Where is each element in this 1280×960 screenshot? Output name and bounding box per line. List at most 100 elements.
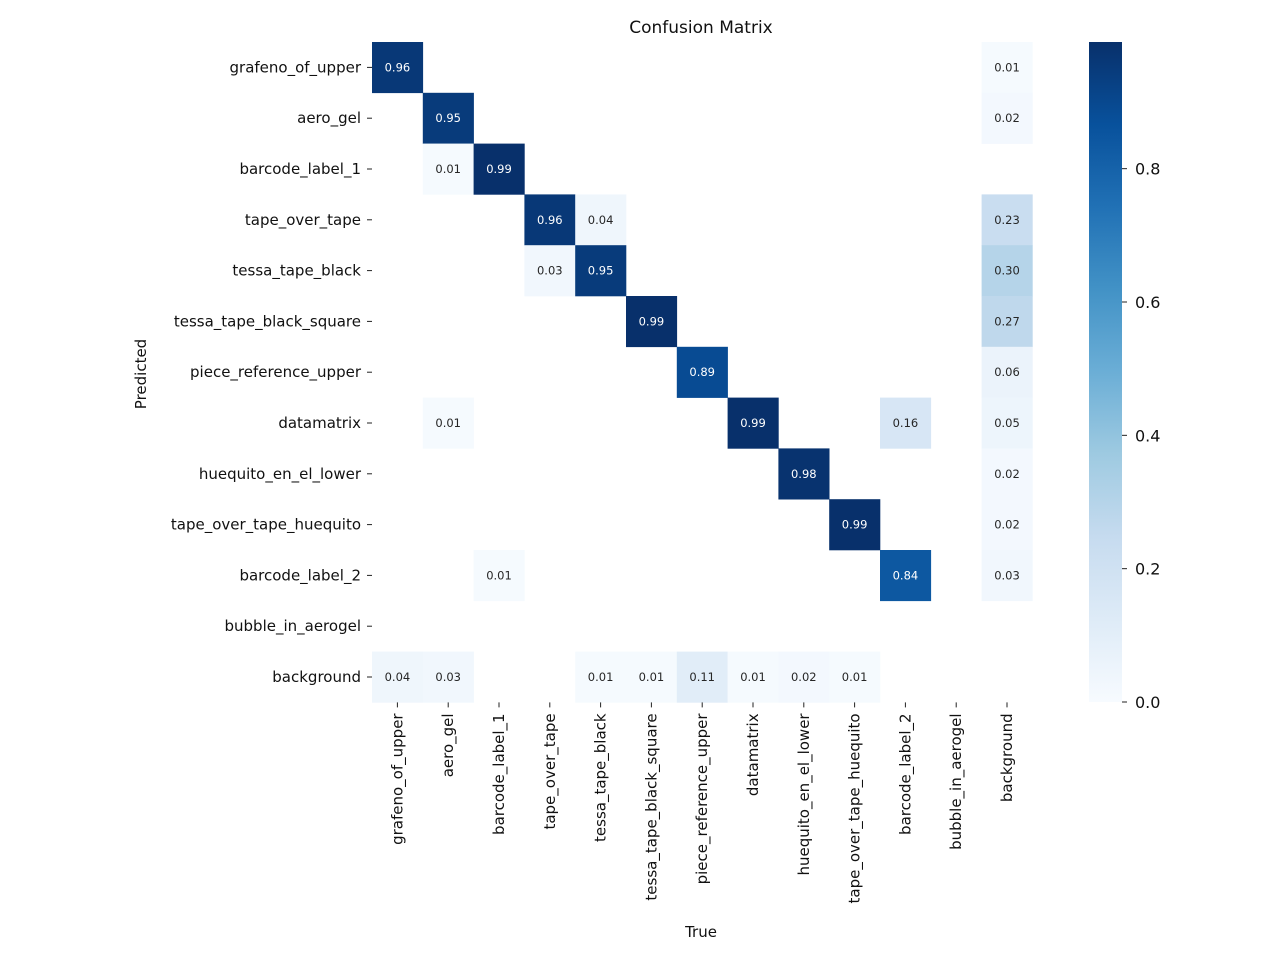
x-tick-label: barcode_label_1 <box>490 713 509 835</box>
heatmap-cell <box>422 143 474 195</box>
heatmap-cell <box>981 92 1033 144</box>
heatmap-cell <box>575 245 627 297</box>
heatmap-cell <box>422 397 474 449</box>
cell-value-label: 0.98 <box>791 467 817 481</box>
cell-value-label: 0.03 <box>537 264 563 278</box>
cell-value-label: 0.02 <box>994 467 1020 481</box>
y-tick-label: barcode_label_2 <box>239 566 361 585</box>
heatmap-cell <box>981 499 1033 551</box>
cell-value-label: 0.02 <box>994 111 1020 125</box>
x-axis-label: True <box>684 923 717 941</box>
cell-value-label: 0.01 <box>486 568 512 582</box>
heatmap-cell <box>778 448 830 500</box>
heatmap-cell <box>880 550 932 602</box>
chart-title: Confusion Matrix <box>629 18 773 38</box>
colorbar-tick-label: 0.8 <box>1135 160 1160 179</box>
heatmap-cell <box>372 651 424 703</box>
x-tick-label: datamatrix <box>744 713 762 796</box>
heatmap-cell <box>473 550 525 602</box>
cell-value-label: 0.02 <box>791 670 817 684</box>
y-tick-label: tessa_tape_black <box>232 262 361 281</box>
x-tick-label: tessa_tape_black_square <box>642 713 661 900</box>
colorbar-tick-label: 0.4 <box>1135 426 1160 445</box>
cell-value-label: 0.03 <box>435 670 461 684</box>
cell-value-label: 0.27 <box>994 314 1020 328</box>
heatmap-cell <box>626 651 678 703</box>
y-tick-label: background <box>272 668 361 686</box>
y-tick-label: tessa_tape_black_square <box>174 312 361 331</box>
cell-value-label: 0.05 <box>994 416 1020 430</box>
heatmap-cell <box>524 245 576 297</box>
heatmap-cell <box>473 143 525 195</box>
heatmap-cell <box>676 346 728 398</box>
heatmap-cell <box>981 42 1033 94</box>
cell-value-label: 0.95 <box>588 264 614 278</box>
cell-value-label: 0.01 <box>740 670 766 684</box>
cell-value-label: 0.01 <box>639 670 665 684</box>
cell-value-label: 0.30 <box>994 264 1020 278</box>
y-axis-label: Predicted <box>132 339 150 409</box>
cell-value-label: 0.01 <box>435 416 461 430</box>
cell-value-label: 0.99 <box>486 162 512 176</box>
y-tick-label: piece_reference_upper <box>190 363 362 382</box>
heatmap-cell <box>981 296 1033 348</box>
heatmap-cell <box>676 651 728 703</box>
heatmap-cell <box>727 397 779 449</box>
cell-value-label: 0.02 <box>994 518 1020 532</box>
x-tick-label: grafeno_of_upper <box>388 713 407 845</box>
y-tick-label: grafeno_of_upper <box>230 58 362 77</box>
x-axis-ticks: grafeno_of_upper aero_gel barcode_label_1 t… <box>388 702 1016 903</box>
y-axis-ticks: grafeno_of_upper aero_gel barcode_label_1t… <box>171 58 372 686</box>
x-tick-label: tape_over_tape <box>541 713 560 829</box>
cell-value-label: 0.96 <box>537 213 563 227</box>
heatmap-cell <box>626 296 678 348</box>
y-tick-label: aero_gel <box>297 109 361 128</box>
heatmap-cell <box>778 651 830 703</box>
colorbar-tick-label: 0.2 <box>1135 560 1160 579</box>
cell-value-label: 0.89 <box>689 365 715 379</box>
cell-value-label: 0.16 <box>893 416 919 430</box>
cell-value-label: 0.99 <box>740 416 766 430</box>
cell-value-label: 0.95 <box>435 111 461 125</box>
y-tick-label: barcode_label_1 <box>239 160 361 179</box>
heatmap-cell <box>575 651 627 703</box>
heatmap-cell <box>981 245 1033 297</box>
y-tick-label: huequito_en_el_lower <box>199 465 362 484</box>
heatmap-cells: 0.96 0.01 0.95 0.02 0.01 0.99 0.96 0.04 0.23 0.03… <box>372 42 1033 703</box>
cell-value-label: 0.01 <box>588 670 614 684</box>
heatmap-cell <box>524 194 576 246</box>
heatmap-cell <box>372 42 424 94</box>
x-tick-label: background <box>998 713 1016 802</box>
cell-value-label: 0.99 <box>842 518 868 532</box>
cell-value-label: 0.01 <box>435 162 461 176</box>
cell-value-label: 0.84 <box>893 568 919 582</box>
colorbar <box>1089 42 1122 702</box>
cell-value-label: 0.04 <box>588 213 614 227</box>
cell-value-label: 0.23 <box>994 213 1020 227</box>
x-tick-label: piece_reference_upper <box>693 713 712 885</box>
colorbar-ticks: 0.0 0.2 0.4 0.6 0.8 <box>1122 160 1160 712</box>
heatmap-cell <box>829 651 881 703</box>
cell-value-label: 0.01 <box>994 60 1020 74</box>
y-tick-label: bubble_in_aerogel <box>225 617 362 636</box>
heatmap-cell <box>981 194 1033 246</box>
heatmap-cell <box>981 448 1033 500</box>
x-tick-label: aero_gel <box>439 713 458 777</box>
cell-value-label: 0.11 <box>689 670 715 684</box>
heatmap-cell <box>727 651 779 703</box>
x-tick-label: tessa_tape_black <box>592 713 611 842</box>
heatmap-cell <box>829 499 881 551</box>
y-tick-label: tape_over_tape <box>245 211 361 230</box>
cell-value-label: 0.03 <box>994 568 1020 582</box>
x-tick-label: bubble_in_aerogel <box>947 713 966 850</box>
heatmap-cell <box>422 651 474 703</box>
heatmap-cell <box>422 92 474 144</box>
colorbar-tick-label: 0.6 <box>1135 293 1160 312</box>
cell-value-label: 0.04 <box>385 670 411 684</box>
x-tick-label: huequito_en_el_lower <box>795 713 814 876</box>
cell-value-label: 0.99 <box>639 314 665 328</box>
heatmap-cell <box>575 194 627 246</box>
cell-value-label: 0.06 <box>994 365 1020 379</box>
x-tick-label: barcode_label_2 <box>896 713 915 835</box>
